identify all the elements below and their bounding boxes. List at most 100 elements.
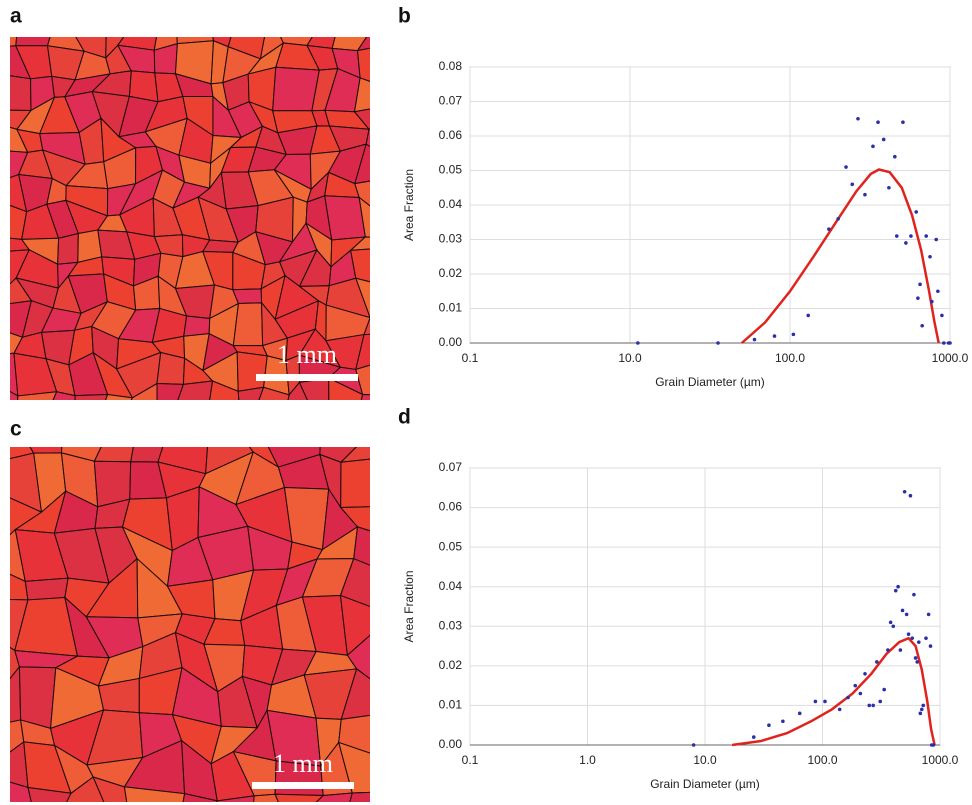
data-point xyxy=(901,120,905,124)
panel-label: d xyxy=(398,406,411,429)
grain xyxy=(349,791,370,802)
y-tick-label: 0.06 xyxy=(439,500,463,514)
data-point xyxy=(948,341,952,345)
data-point xyxy=(913,656,918,660)
grain xyxy=(339,558,370,608)
data-point xyxy=(908,493,913,498)
y-tick-label: 0.00 xyxy=(439,335,463,349)
data-point xyxy=(921,703,926,708)
grain xyxy=(356,47,370,82)
grain xyxy=(353,77,370,113)
data-point xyxy=(881,137,886,142)
data-point xyxy=(813,699,818,704)
data-point xyxy=(916,640,921,644)
data-point xyxy=(751,735,756,739)
y-tick-label: 0.05 xyxy=(439,539,463,553)
grain xyxy=(209,380,240,400)
grain xyxy=(253,793,279,802)
data-point xyxy=(900,608,905,613)
data-point xyxy=(940,313,944,318)
grain xyxy=(215,795,255,802)
grain xyxy=(356,37,370,52)
grain xyxy=(10,390,19,400)
grain xyxy=(52,391,76,400)
data-point xyxy=(924,636,928,640)
grain xyxy=(355,277,370,319)
x-tick-label: 10.0 xyxy=(693,753,717,767)
grain xyxy=(360,393,370,400)
grain xyxy=(353,526,370,566)
data-point xyxy=(928,644,933,648)
data-point xyxy=(850,182,855,187)
grain xyxy=(349,236,370,251)
panel-label: b xyxy=(398,5,411,28)
data-point xyxy=(914,210,919,214)
data-point xyxy=(846,695,850,700)
data-point xyxy=(836,217,840,221)
scale-bar xyxy=(256,374,358,381)
data-point xyxy=(876,120,880,124)
data-point xyxy=(904,612,909,617)
grain xyxy=(272,66,320,112)
data-point xyxy=(882,687,886,692)
data-point xyxy=(791,332,796,337)
data-point xyxy=(896,584,900,589)
data-point xyxy=(915,660,920,664)
grain xyxy=(156,351,186,385)
data-point xyxy=(752,337,757,342)
grain xyxy=(298,377,330,400)
data-point xyxy=(891,624,896,629)
data-point xyxy=(823,699,827,704)
data-point xyxy=(871,144,875,149)
grain xyxy=(339,447,370,463)
fit-curve xyxy=(731,636,936,747)
grain xyxy=(324,195,366,241)
fit-curve xyxy=(740,168,940,344)
grain xyxy=(340,458,370,508)
grain xyxy=(176,37,215,45)
grain xyxy=(258,386,290,400)
y-tick-label: 0.01 xyxy=(439,301,463,315)
grain xyxy=(338,714,370,754)
data-point xyxy=(858,691,863,696)
grain xyxy=(130,382,158,400)
data-point xyxy=(918,711,923,716)
data-point xyxy=(867,703,872,708)
y-tick-label: 0.03 xyxy=(439,618,463,632)
data-point xyxy=(904,241,908,245)
data-point xyxy=(902,489,907,494)
grain xyxy=(156,383,185,400)
micrograph xyxy=(10,447,370,802)
data-point xyxy=(636,341,640,345)
data-point xyxy=(797,711,802,716)
data-point xyxy=(827,227,831,231)
grain xyxy=(363,317,370,336)
grain xyxy=(201,239,239,253)
data-point xyxy=(871,703,875,708)
panel-label: a xyxy=(10,5,22,28)
micrograph xyxy=(10,37,370,400)
data-point xyxy=(887,185,891,190)
data-point xyxy=(781,719,785,724)
grain xyxy=(177,380,214,400)
data-point xyxy=(772,334,777,338)
data-point xyxy=(909,234,913,238)
grain xyxy=(365,128,370,148)
grain xyxy=(350,248,370,283)
data-point xyxy=(856,116,860,121)
data-point xyxy=(886,648,890,652)
grain xyxy=(92,776,128,802)
data-point xyxy=(767,723,771,728)
grain xyxy=(116,37,157,51)
grain xyxy=(328,377,364,400)
data-point xyxy=(912,592,916,597)
y-axis-title: Area Fraction xyxy=(402,570,416,642)
grain xyxy=(354,180,370,207)
data-point xyxy=(888,620,893,625)
data-point xyxy=(875,660,879,664)
data-point xyxy=(844,165,848,169)
data-point xyxy=(853,683,858,688)
y-tick-label: 0.07 xyxy=(439,460,463,474)
x-tick-label: 1.0 xyxy=(579,753,596,767)
